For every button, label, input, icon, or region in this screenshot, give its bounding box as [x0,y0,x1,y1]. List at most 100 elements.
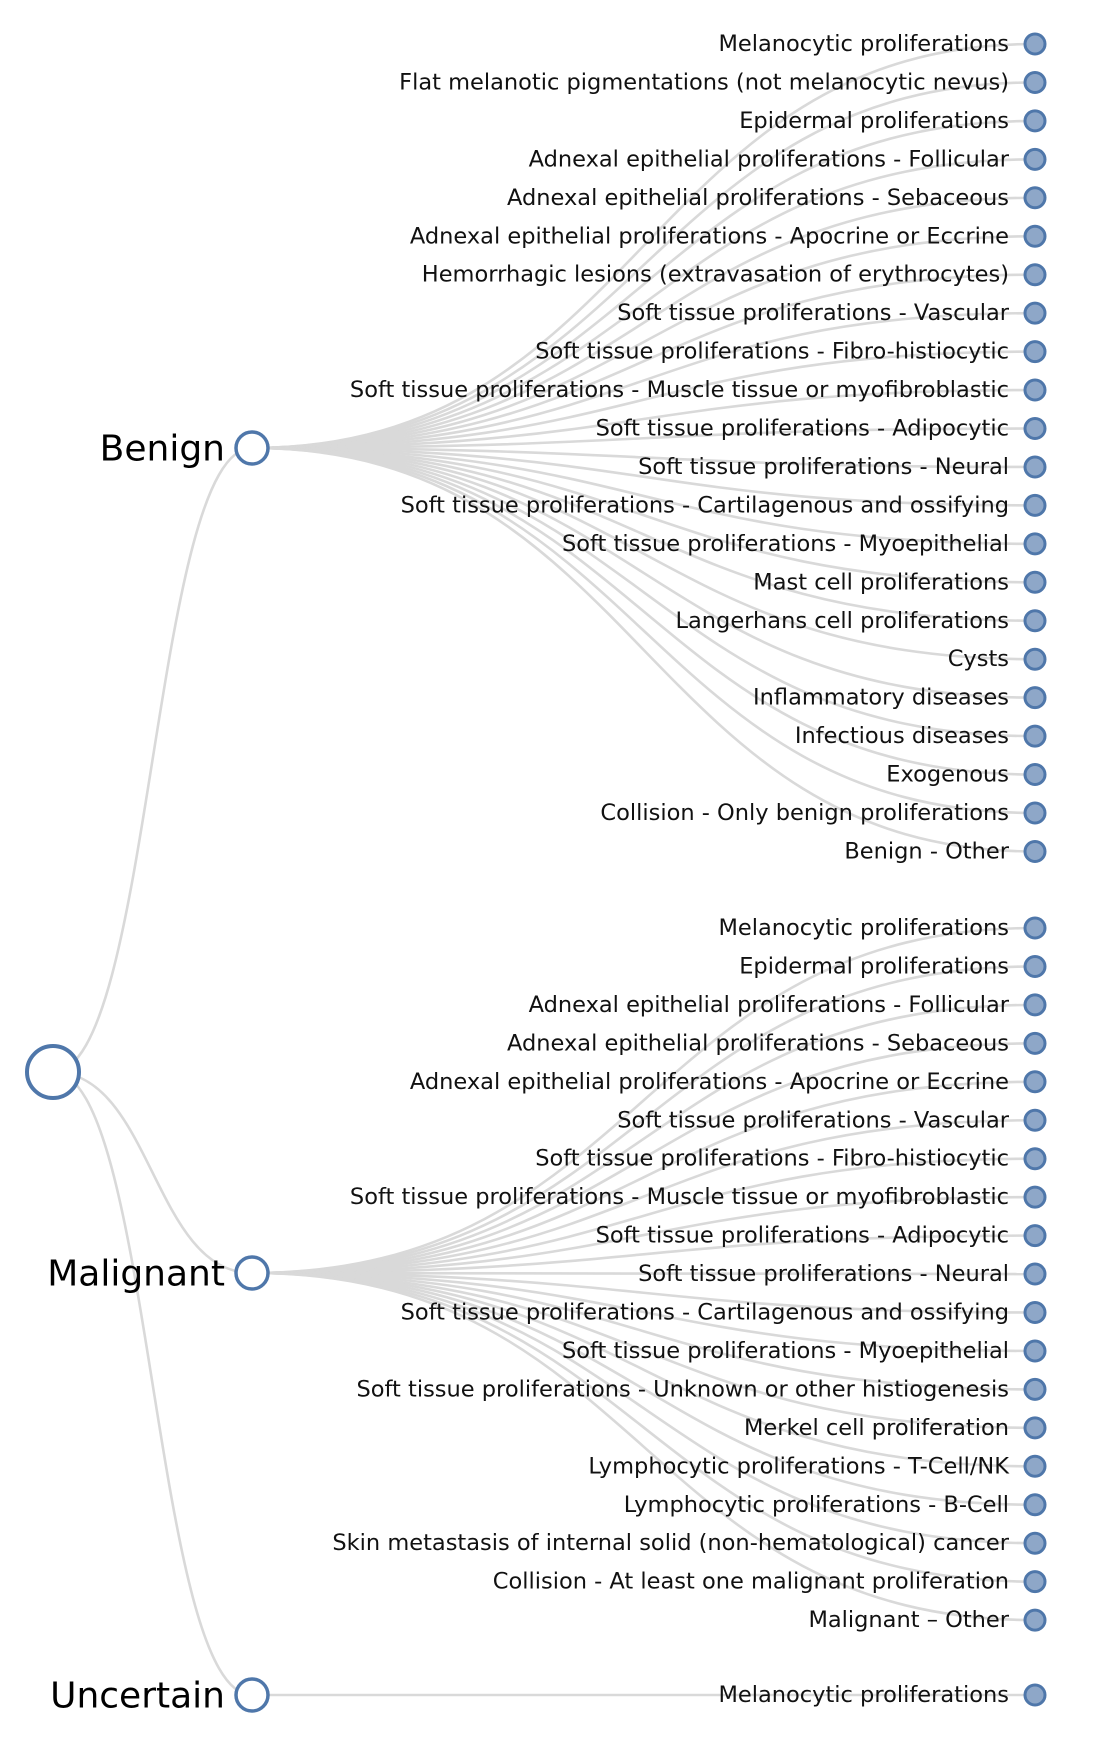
leaf-node[interactable] [1023,1031,1047,1055]
leaf-label: Lymphocytic proliferations - B-Cell [624,1492,1009,1518]
leaf-label: Melanocytic proliferations [718,1682,1009,1708]
leaf-node[interactable] [1023,1185,1047,1209]
leaf-label: Soft tissue proliferations - Myoepitheli… [562,531,1009,557]
link-leaf [251,1271,1036,1391]
leaf-node[interactable] [1023,686,1047,710]
leaf-label: Mast cell proliferations [753,569,1009,595]
leaf-node[interactable] [1023,1108,1047,1132]
link-leaf [251,446,1036,776]
leaf-node[interactable] [1023,455,1047,479]
leaf-node[interactable] [1023,1339,1047,1363]
leaf-label: Adnexal epithelial proliferations - Apoc… [410,1069,1009,1095]
leaf-label: Epidermal proliferations [739,108,1009,134]
link-leaf [251,388,1036,450]
leaf-node[interactable] [1023,1493,1047,1517]
tree-labels: Melanocytic proliferations Flat melanotic… [47,31,1010,1717]
leaf-label: Soft tissue proliferations - Adipocytic [596,416,1009,442]
leaf-node[interactable] [1023,1531,1047,1555]
leaf-node[interactable] [1023,301,1047,325]
leaf-label: Soft tissue proliferations - Myoepitheli… [562,1338,1009,1364]
leaf-label: Adnexal epithelial proliferations - Foll… [529,146,1010,172]
leaf-node[interactable] [1023,1301,1047,1324]
leaf-label: Inflammatory diseases [753,685,1009,711]
link-leaf [251,446,1036,623]
leaf-label: Soft tissue proliferations - Unknown or … [356,1376,1009,1402]
leaf-node[interactable] [1023,1224,1047,1248]
leaf-node[interactable] [1023,609,1047,633]
leaf-label: Soft tissue proliferations - Fibro-histi… [535,339,1009,365]
leaf-label: Melanocytic proliferations [718,915,1009,941]
link-leaf [251,196,1036,450]
link-leaf [251,1195,1036,1275]
link-leaf [251,350,1036,450]
leaf-node[interactable] [1023,763,1047,787]
leaf-label: Melanocytic proliferations [718,31,1009,57]
leaf-node[interactable] [1023,532,1047,556]
leaf-node[interactable] [1023,839,1047,863]
leaf-node[interactable] [1023,493,1047,517]
link-leaf [251,1157,1036,1275]
leaf-label: Soft tissue proliferations - Fibro-histi… [535,1146,1009,1172]
leaf-node[interactable] [1023,647,1047,671]
link-leaf [251,446,1036,699]
link-leaf [251,926,1036,1275]
leaf-node[interactable] [1023,32,1047,56]
leaf-label: Soft tissue proliferations - Muscle tiss… [350,1184,1009,1210]
leaf-label: Benign - Other [844,838,1009,864]
leaf-node[interactable] [1023,224,1047,248]
category-label-uncertain: Uncertain [50,1676,225,1717]
leaf-label: Soft tissue proliferations - Cartilageno… [401,492,1009,518]
leaf-node[interactable] [1023,724,1047,748]
leaf-node[interactable] [1023,570,1047,594]
link-leaf [251,273,1036,450]
leaf-node[interactable] [1023,916,1047,940]
leaf-label: Collision - Only benign proliferations [600,800,1009,826]
leaf-node[interactable] [1023,1608,1047,1632]
link-leaf [251,446,1036,584]
leaf-node[interactable] [1023,147,1047,171]
leaf-node[interactable] [1023,1377,1047,1401]
leaf-node[interactable] [1023,263,1047,287]
leaf-node[interactable] [1023,109,1047,133]
leaf-node[interactable] [1023,801,1047,825]
leaf-node[interactable] [1023,70,1047,94]
leaf-node[interactable] [1023,378,1047,402]
leaf-label: Adnexal epithelial proliferations - Seba… [507,1030,1009,1056]
category-node-benign[interactable] [234,430,270,466]
category-node-uncertain[interactable] [234,1677,270,1713]
link-leaf [251,446,1036,738]
leaf-node[interactable] [1023,1070,1047,1094]
leaf-node[interactable] [1023,1570,1047,1594]
leaf-node[interactable] [1023,1262,1047,1286]
link-leaf [251,1271,1036,1545]
leaf-node[interactable] [1023,417,1047,440]
leaf-node[interactable] [1023,1683,1047,1707]
root-node[interactable] [25,1044,81,1100]
link-root-benign [52,446,253,1074]
link-leaf [251,1271,1036,1353]
leaf-node[interactable] [1023,340,1047,364]
leaf-label: Adnexal epithelial proliferations - Foll… [529,992,1010,1018]
leaf-label: Skin metastasis of internal solid (non-h… [332,1530,1009,1556]
link-leaf [251,1042,1036,1275]
leaf-label: Soft tissue proliferations - Neural [638,454,1009,480]
leaf-node[interactable] [1023,1454,1047,1478]
leaf-node[interactable] [1023,186,1047,210]
link-leaf [251,119,1036,450]
leaf-label: Adnexal epithelial proliferations - Apoc… [410,223,1009,249]
leaf-label: Malignant – Other [808,1607,1009,1633]
leaf-node[interactable] [1023,954,1047,978]
leaf-node[interactable] [1023,1416,1047,1440]
link-leaf [251,1271,1036,1583]
leaf-label: Soft tissue proliferations - Neural [638,1261,1009,1287]
link-leaf [251,42,1036,450]
category-node-malignant[interactable] [234,1255,270,1291]
leaf-label: Hemorrhagic lesions (extravasation of er… [422,262,1009,288]
leaf-label: Exogenous [886,762,1009,788]
category-label-benign: Benign [100,429,225,470]
link-leaf [251,1234,1036,1275]
leaf-node[interactable] [1023,1147,1047,1171]
link-leaf [251,1271,1036,1622]
leaf-node[interactable] [1023,993,1047,1017]
